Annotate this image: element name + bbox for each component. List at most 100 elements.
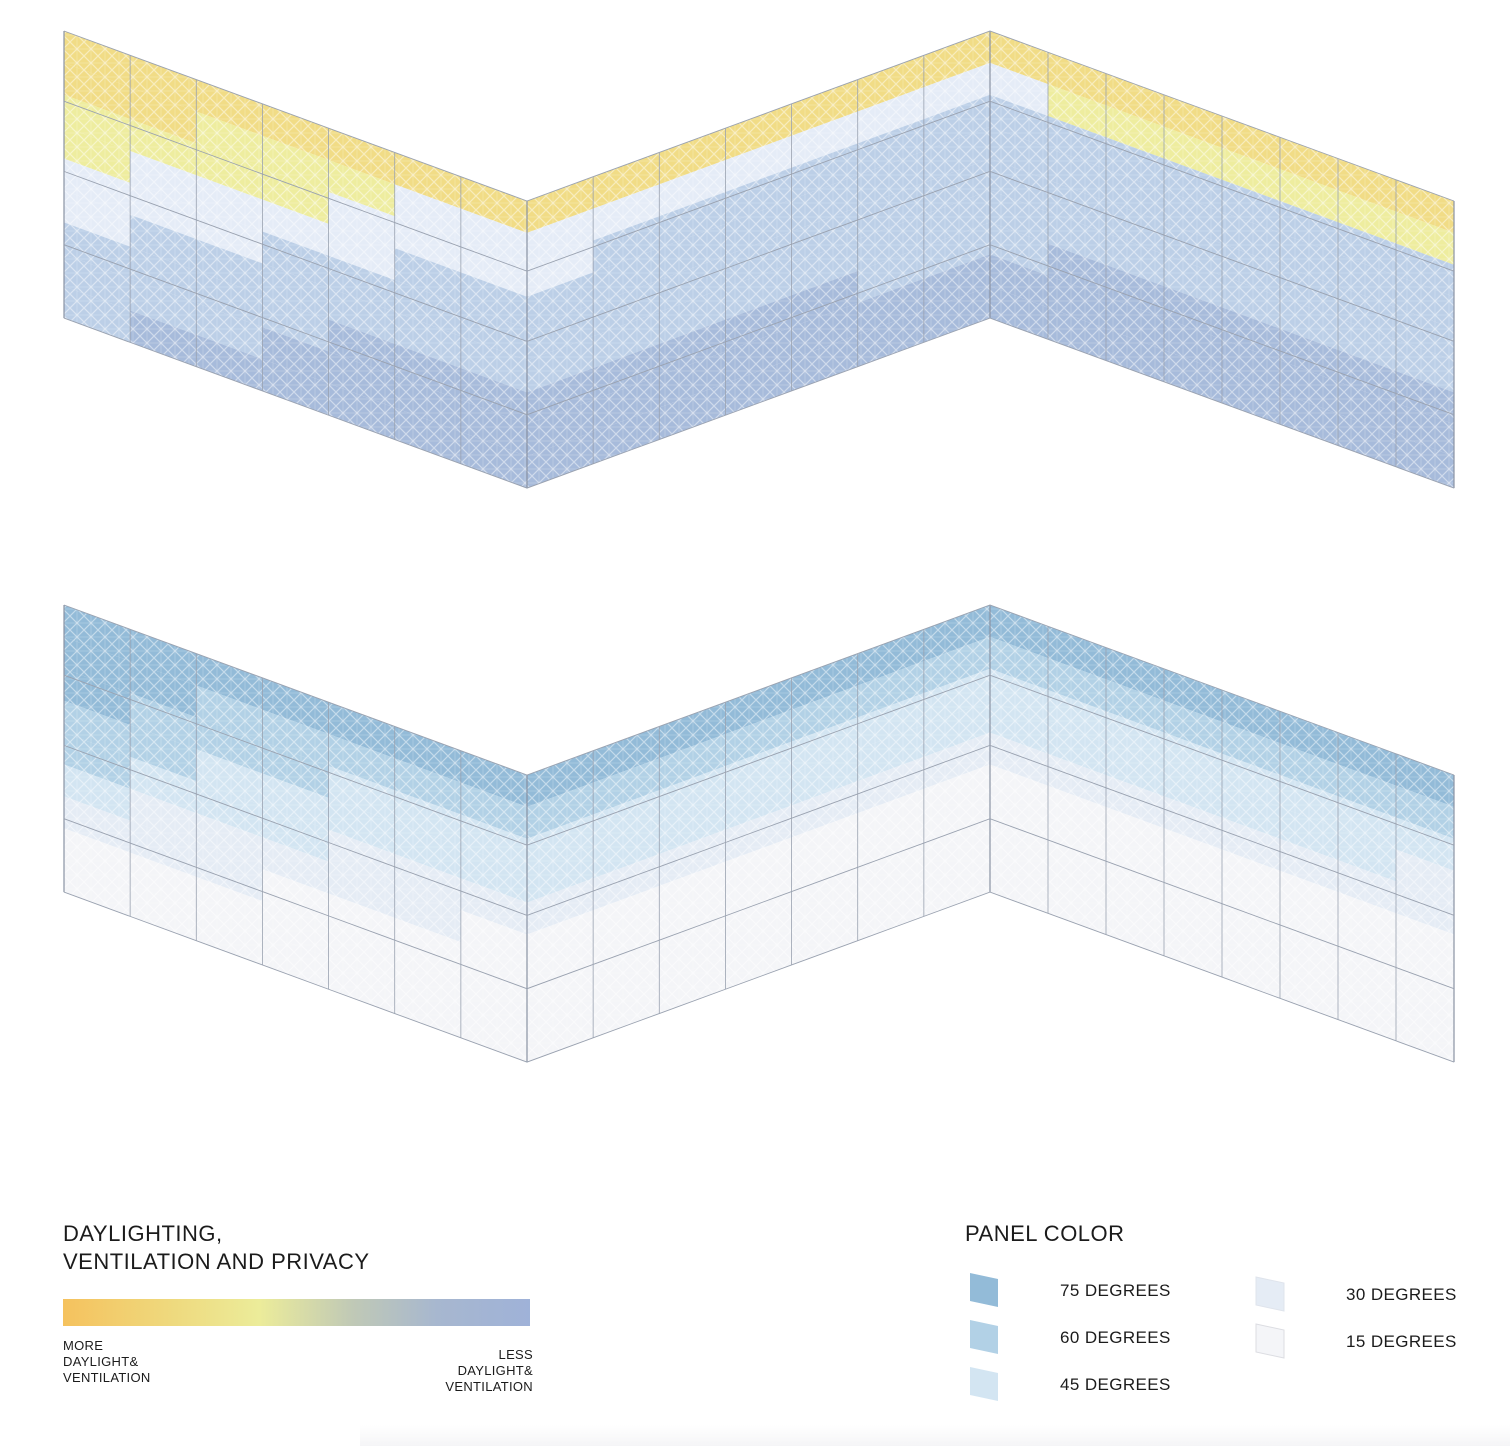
facade-cell-texture <box>130 278 197 335</box>
facade-cell-texture <box>328 223 395 281</box>
facade-cell-texture <box>1280 870 1338 924</box>
legend-daylight-title-line1: DAYLIGHTING, <box>63 1221 223 1246</box>
facade-cell-texture <box>1164 222 1222 276</box>
facade-cell-texture <box>196 876 263 934</box>
facade-cell-texture <box>1106 838 1164 893</box>
facade-cell-texture <box>725 709 792 766</box>
facade-cell-texture <box>923 796 990 853</box>
legend-label-45: 45 DEGREES <box>1060 1375 1171 1394</box>
facade-cell-texture <box>460 910 527 967</box>
facade-cell-texture <box>659 223 726 281</box>
facade-cell-texture <box>262 231 329 288</box>
facade-cell-texture <box>659 861 726 918</box>
facade-cell-texture <box>1048 785 1106 839</box>
facade-cell-texture <box>328 319 395 376</box>
facade-cell-texture <box>1396 753 1454 807</box>
facade-cell-texture <box>1396 243 1454 297</box>
facade-cell-texture <box>1338 987 1396 1041</box>
facade-cell-texture <box>593 790 660 847</box>
facade-cell-texture <box>659 255 726 312</box>
facade-row-divider <box>63 674 1455 846</box>
facade-cell-texture <box>64 828 131 885</box>
facade-cell-texture <box>791 175 858 232</box>
facade-cell-texture <box>1396 977 1454 1031</box>
facade-cell-texture <box>460 974 527 1031</box>
facade-cell-texture <box>460 272 527 329</box>
facade-cell-texture <box>328 829 395 886</box>
facade-cell-texture <box>1048 179 1106 233</box>
facade-cell-texture <box>130 119 197 176</box>
facade-cell-texture <box>196 717 263 774</box>
facade-cell-texture <box>990 668 1048 722</box>
facade-cell-texture <box>791 844 858 902</box>
facade-cell-texture <box>1222 116 1280 170</box>
facade-cell-texture <box>460 240 527 297</box>
facade-cell-texture <box>923 860 990 917</box>
facade-cell-texture <box>64 860 131 917</box>
panel-color-title: PANEL COLOR <box>965 1221 1125 1246</box>
facade-cell-texture <box>1164 828 1222 882</box>
facade-cell-texture <box>1048 211 1106 265</box>
facade-cell-texture <box>1164 286 1222 340</box>
facade-cell-texture <box>1338 955 1396 1009</box>
facade-cell-texture <box>394 343 461 401</box>
facade-cell-texture <box>791 302 858 360</box>
facade-cell-texture <box>791 813 858 870</box>
facade-cell-texture <box>1280 296 1338 350</box>
facade-cell-texture <box>1106 775 1164 829</box>
facade-cell-texture <box>460 1005 527 1063</box>
facade-cell-texture <box>659 351 726 408</box>
facade-row-divider <box>63 744 1455 916</box>
facade-cell-texture <box>460 782 527 839</box>
facade-cell-texture <box>923 158 990 215</box>
facade-cell-texture <box>725 103 792 161</box>
facade-cell-texture <box>527 431 594 489</box>
facade-diagram <box>63 30 1455 1063</box>
facade-cell-texture <box>527 974 594 1031</box>
facade-cell-texture <box>196 908 263 965</box>
facade-cell-texture <box>1396 307 1454 361</box>
facade-cell-texture <box>1222 179 1280 233</box>
facade-cell-texture <box>64 31 131 88</box>
facade-cell-texture <box>857 119 924 176</box>
facade-cell-texture <box>130 87 197 144</box>
facade-cell-texture <box>725 901 792 958</box>
facade-cell-texture <box>1338 158 1396 212</box>
facade-cell-texture <box>1106 73 1164 127</box>
facade-cell-texture <box>262 677 329 735</box>
facade-cell-texture <box>725 773 792 830</box>
facade-cell-texture <box>1280 838 1338 892</box>
facade-cell-texture <box>593 407 660 464</box>
facade-cell-texture <box>64 796 131 853</box>
facade-cell-texture <box>1222 243 1280 297</box>
facade-cell-texture <box>527 1005 594 1063</box>
facade-cell-texture <box>1106 233 1164 287</box>
facade-cell-texture <box>527 368 594 425</box>
facade-cell-texture <box>1280 264 1338 318</box>
facade-cell-texture <box>857 629 924 686</box>
facade-cell-texture <box>1164 700 1222 754</box>
facade-cell-texture <box>1280 934 1338 988</box>
facade-cell-texture <box>394 407 461 464</box>
facade-cell-texture <box>1048 753 1106 807</box>
facade-cell-texture <box>1396 1008 1454 1063</box>
facade-cell-texture <box>1222 690 1280 744</box>
facade-cell-texture <box>64 158 131 215</box>
facade-cell-texture <box>659 957 726 1014</box>
facade-cell-texture <box>460 368 527 425</box>
facade-cell-texture <box>791 334 858 391</box>
facade-cell-texture <box>791 270 858 328</box>
more-daylight-label: MORE DAYLIGHT& VENTILATION <box>63 1338 151 1385</box>
facade-cell-texture <box>725 263 792 320</box>
facade-cell-texture <box>262 901 329 958</box>
facade-cell-texture <box>791 908 858 965</box>
facade-cell-texture <box>328 128 395 185</box>
facade-cell-texture <box>130 724 197 782</box>
facade-cell-texture <box>1106 807 1164 861</box>
facade-cell-texture <box>1164 764 1222 818</box>
facade-cell-texture <box>1338 413 1396 467</box>
facade-cell-texture <box>990 700 1048 754</box>
facade-cell-texture <box>64 286 131 343</box>
facade-cell-texture <box>1222 849 1280 903</box>
facade-row-divider <box>63 818 1455 990</box>
